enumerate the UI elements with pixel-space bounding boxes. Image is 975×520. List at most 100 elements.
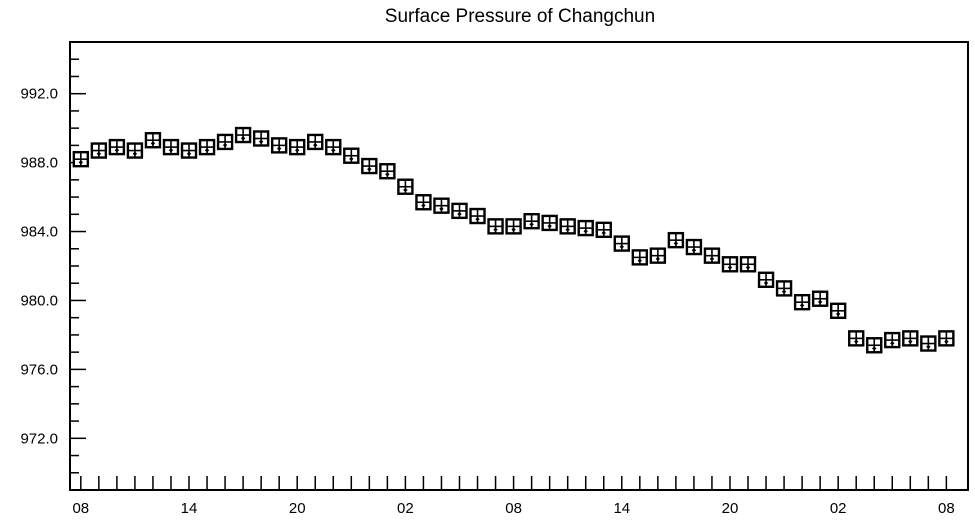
marker-diamond [222,142,228,148]
data-point [613,235,630,252]
marker-diamond [240,136,246,141]
marker-diamond [763,280,769,286]
data-point [884,331,901,349]
data-point [523,212,540,230]
y-tick-label: 972.0 [20,430,58,447]
marker-diamond [114,148,120,153]
marker-diamond [601,230,606,236]
x-tick-label: 02 [397,500,414,517]
marker-diamond [565,227,570,232]
marker-diamond [457,211,462,217]
marker-diamond [691,248,697,253]
x-axis: 08 14 20 02 08 14 20 02 08 [72,476,955,517]
x-tick-label: 20 [289,500,306,517]
data-point [469,207,486,225]
chart-title: Surface Pressure of Changchun [385,6,655,27]
data-point [685,238,703,256]
data-point [252,130,270,147]
marker-diamond [709,256,715,262]
data-point [361,157,378,175]
data-point [415,194,432,211]
data-point [433,197,450,214]
marker-diamond [890,341,895,346]
marker-diamond [367,167,372,172]
marker-diamond [745,265,751,270]
data-point [343,147,360,164]
data-point [739,256,757,273]
data-point [180,142,198,159]
x-tick-label: 08 [938,500,955,517]
data-point [487,218,504,235]
plot-frame [69,41,969,491]
data-point [379,163,396,180]
marker-diamond [637,258,643,263]
marker-diamond [583,229,588,234]
data-point [307,133,324,151]
marker-diamond [727,265,733,270]
marker-diamond [150,141,156,146]
marker-diamond [276,146,282,151]
marker-diamond [439,206,444,212]
data-point [721,256,739,273]
data-point [920,335,937,352]
marker-diamond [872,346,877,351]
marker-diamond [619,244,624,249]
data-point [938,330,955,347]
marker-diamond [529,222,534,227]
y-tick-label: 992.0 [20,86,58,103]
marker-diamond [926,344,931,349]
data-point [649,247,667,264]
marker-diamond [78,160,84,165]
data-point [505,218,522,235]
data-point [234,126,252,144]
data-point [559,218,576,235]
marker-diamond [854,339,859,344]
marker-diamond [204,148,210,153]
data-point [703,247,721,264]
data-point [902,330,919,347]
x-tick-label: 02 [830,500,847,517]
data-point [289,138,306,156]
x-tick-label: 14 [181,500,198,517]
marker-diamond [799,303,805,308]
marker-diamond [511,227,516,232]
data-point [90,142,108,159]
data-point [595,221,612,239]
marker-diamond [475,217,480,222]
marker-diamond [421,203,426,208]
y-tick-label: 988.0 [20,155,58,172]
marker-diamond [258,139,264,144]
marker-diamond [331,148,336,153]
data-point [72,150,90,168]
data-point [793,293,811,311]
marker-diamond [908,339,913,344]
marker-diamond [186,151,192,156]
marker-diamond [132,151,138,156]
marker-diamond [944,339,949,344]
data-point [775,280,793,297]
data-point [108,138,126,156]
x-tick-label: 08 [72,500,89,517]
data-point [325,138,342,156]
x-tick-label: 08 [505,500,522,517]
y-axis: 972.0 976.0 980.0 984.0 988.0 992.0 [20,41,86,491]
marker-diamond [835,311,841,317]
marker-diamond [295,148,300,153]
marker-diamond [313,142,318,148]
data-point [144,132,162,149]
data-point [126,142,144,159]
marker-diamond [817,299,823,305]
data-point [397,178,414,195]
data-point [848,330,865,347]
data-point [541,214,558,232]
data-point [631,249,649,266]
data-point [829,302,847,319]
data-point [667,231,685,249]
marker-diamond [168,148,174,153]
data-point [577,219,594,237]
marker-diamond [349,156,354,162]
data-point [270,137,288,154]
y-tick-label: 980.0 [20,292,58,309]
data-point [757,271,775,288]
